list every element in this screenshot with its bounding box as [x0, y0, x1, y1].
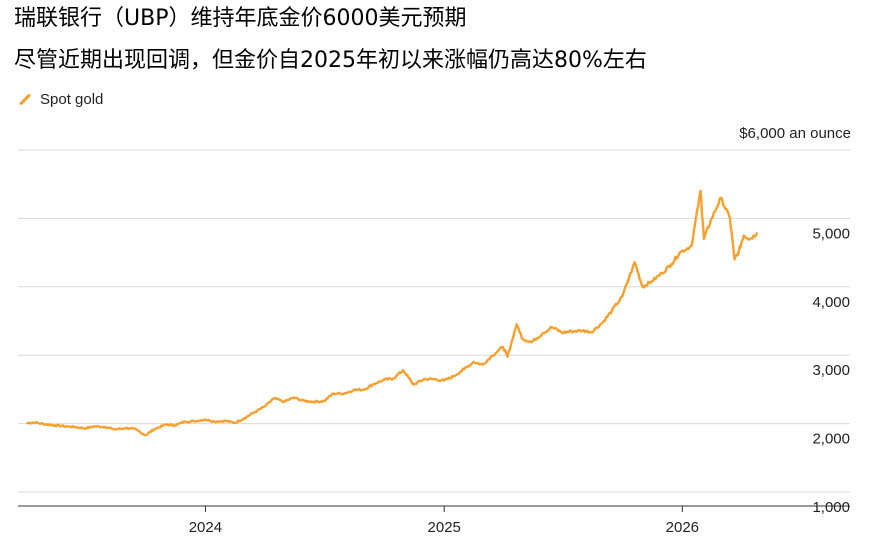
chart-title-line-2: 尽管近期出现回调，但金价自2025年初以来涨幅仍高达80%左右 — [14, 48, 647, 73]
x-tick-label-2024: 2024 — [189, 519, 222, 536]
legend-label-spot-gold: Spot gold — [40, 90, 104, 108]
y-tick-label-2000: 2,000 — [812, 431, 850, 448]
y-axis-unit-label: $6,000 an ounce — [739, 125, 851, 142]
legend: Spot gold — [18, 88, 103, 110]
y-tick-label-4000: 4,000 — [812, 294, 850, 311]
x-tick-label-2025: 2025 — [428, 519, 461, 536]
y-tick-label-1000: 1,000 — [812, 499, 850, 516]
x-tick-label-2026: 2026 — [666, 519, 699, 536]
y-tick-label-5000: 5,000 — [812, 225, 850, 242]
series-line-spot-gold — [26, 189, 758, 437]
chart-title-line-1: 瑞联银行（UBP）维持年底金价6000美元预期 — [14, 6, 467, 31]
y-tick-label-3000: 3,000 — [812, 362, 850, 379]
